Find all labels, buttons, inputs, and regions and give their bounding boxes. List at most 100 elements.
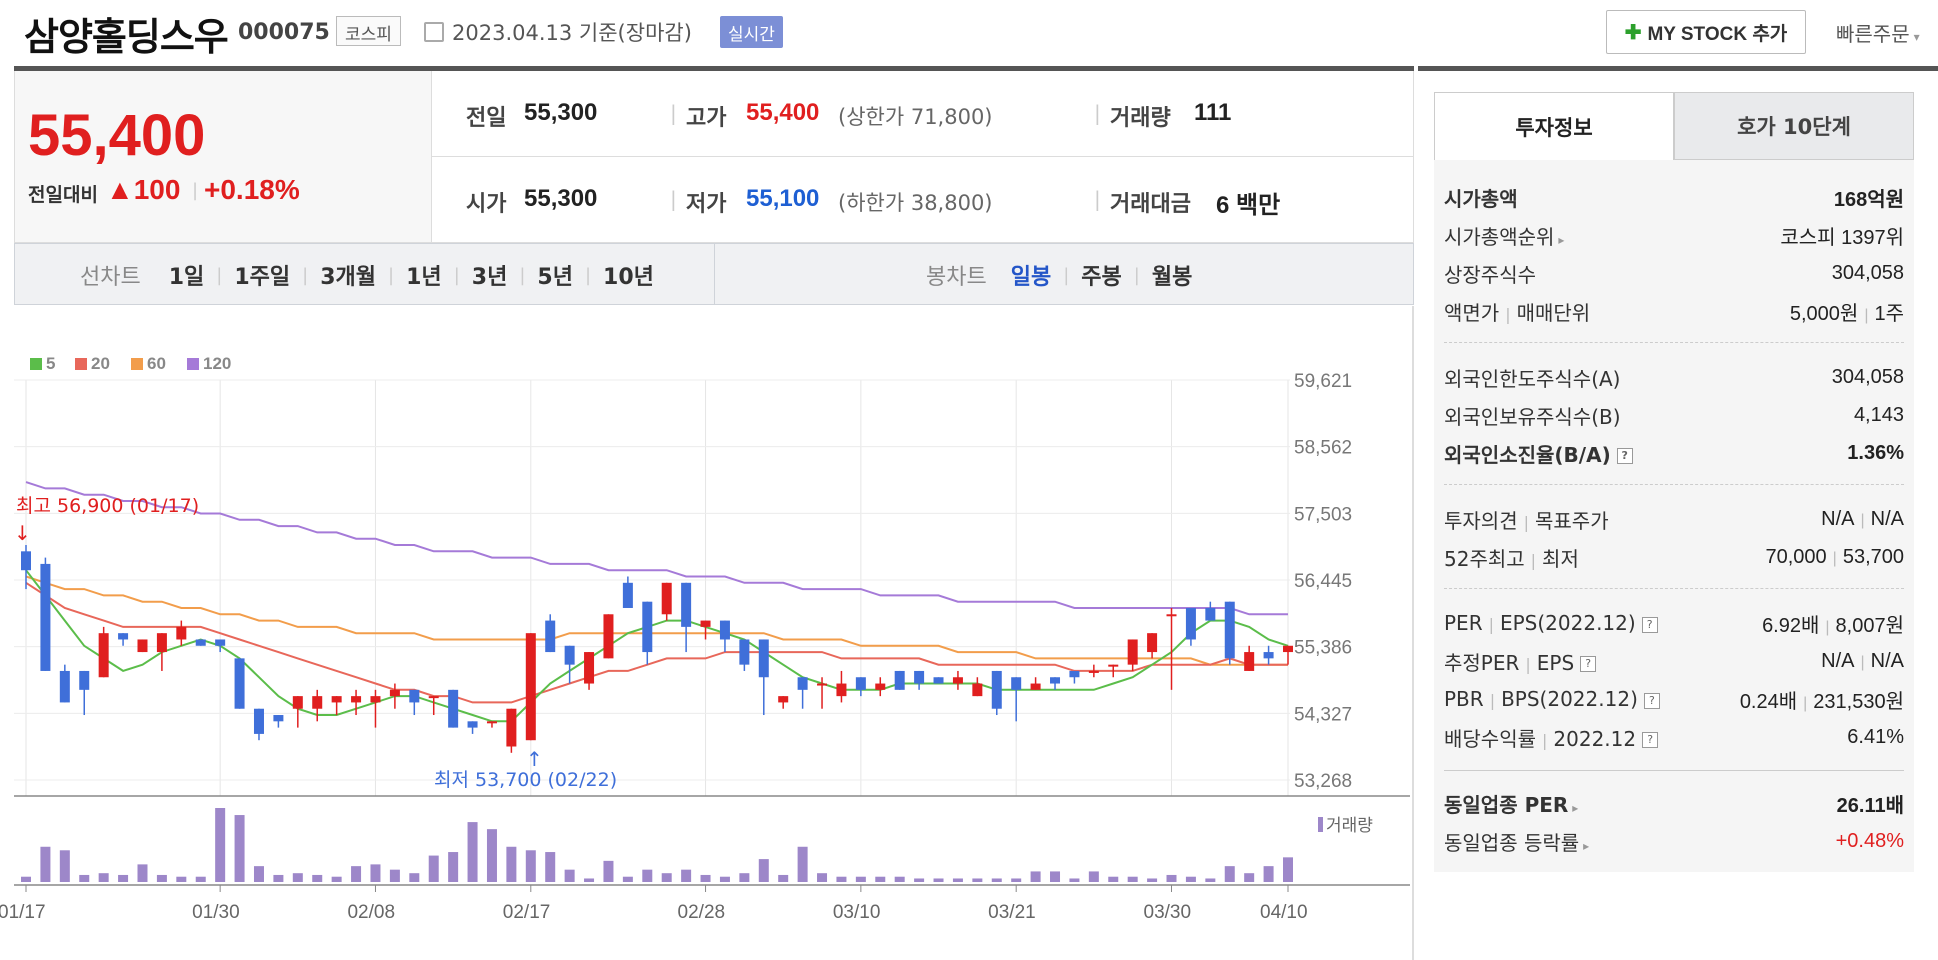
separator: |	[1860, 511, 1865, 529]
candle-body	[584, 652, 595, 684]
volume-legend-label: 거래량	[1326, 816, 1373, 836]
period-1y[interactable]: 1년	[406, 265, 442, 290]
pbr-bps-value: 0.24배 | 231,530원	[1740, 685, 1904, 714]
period-1d[interactable]: 1일	[168, 265, 205, 290]
volume-bar	[1011, 878, 1022, 882]
volume-legend-swatch	[1318, 817, 1323, 832]
volume-bar	[1088, 871, 1099, 882]
mkt-cap-value: 168억원	[1833, 188, 1904, 211]
volume-bar	[1185, 876, 1196, 882]
add-mystock-button[interactable]: ✚ MY STOCK 추가	[1606, 10, 1806, 54]
tab-orderbook[interactable]: 호가 10단계	[1674, 92, 1914, 160]
candle-body	[564, 645, 575, 665]
period-daily[interactable]: 일봉	[1010, 265, 1052, 290]
candle-body	[273, 715, 284, 722]
quick-order-dropdown[interactable]: 빠른주문 ▾	[1836, 18, 1920, 47]
up-arrow-icon: ↑	[526, 747, 543, 771]
candle-body	[894, 670, 905, 690]
period-separator: |	[584, 264, 592, 286]
change-amount: ▲100	[106, 174, 181, 205]
candle-body	[118, 633, 129, 640]
opinion-value: N/A	[1821, 507, 1855, 530]
industry-change-link[interactable]: 동일업종 등락률 ▸	[1444, 827, 1589, 856]
period-5y[interactable]: 5년	[537, 265, 573, 290]
mkt-cap-rank-label: 시가총액순위	[1444, 224, 1555, 249]
chevron-right-icon: ▸	[1572, 800, 1579, 815]
candle-body	[467, 721, 478, 728]
candle-body	[370, 696, 381, 703]
candle-body	[1185, 607, 1196, 640]
candle-body	[1069, 670, 1080, 678]
per-eps-label: PER | EPS(2022.12)?	[1444, 611, 1658, 635]
period-monthly[interactable]: 월봉	[1151, 265, 1193, 290]
industry-per-link[interactable]: 동일업종 PER ▸	[1444, 789, 1578, 818]
period-weekly[interactable]: 주봉	[1081, 265, 1122, 290]
volume-bar	[972, 878, 983, 882]
period-3m[interactable]: 3개월	[320, 265, 377, 290]
volume-bar	[1244, 873, 1255, 882]
ma60-line	[25, 575, 1288, 666]
candle-body	[234, 658, 245, 709]
candle-body	[137, 639, 148, 653]
section-divider	[1444, 484, 1904, 485]
base-date: 2023.04.13 기준(장마감)	[452, 21, 692, 45]
volume-bar	[59, 850, 70, 882]
foreign-limit-label: 외국인한도주식수(A)	[1444, 366, 1621, 391]
candle-body	[603, 614, 614, 659]
period-separator: |	[453, 264, 460, 286]
volume-bar	[253, 866, 264, 882]
foreign-hold-label: 외국인보유주식수(B)	[1444, 404, 1621, 429]
volume-bar	[1166, 874, 1177, 882]
realtime-badge[interactable]: 실시간	[720, 16, 783, 48]
industry-change-value: +0.48%	[1835, 829, 1904, 852]
est-per-value: N/A	[1821, 649, 1855, 672]
amount-label: 거래대금	[1110, 192, 1191, 217]
volume-bar	[933, 878, 944, 882]
help-icon[interactable]: ?	[1616, 448, 1633, 464]
current-price: 55,400	[28, 103, 206, 168]
low52-value: 53,700	[1842, 545, 1904, 568]
help-icon[interactable]: ?	[1643, 692, 1660, 709]
volume-bar	[758, 859, 769, 882]
candle-body	[914, 670, 925, 684]
candle-body	[40, 563, 51, 671]
candle-body	[1088, 670, 1099, 673]
y-tick-label: 53,268	[1294, 771, 1352, 792]
candle-body	[952, 677, 963, 684]
info-tabs: 투자정보 호가 10단계	[1434, 92, 1914, 160]
unit-label: 매매단위	[1516, 300, 1591, 325]
help-icon[interactable]: ?	[1642, 732, 1659, 748]
volume-bar	[855, 876, 866, 882]
mkt-cap-rank-link[interactable]: 시가총액순위 ▸	[1444, 221, 1564, 250]
prev-label: 전일	[466, 106, 507, 131]
volume-bar	[1263, 866, 1274, 882]
div-label: 배당수익률	[1444, 726, 1536, 751]
candle-body	[1263, 652, 1274, 659]
target-label: 목표주가	[1535, 508, 1609, 533]
period-3y[interactable]: 3년	[471, 265, 508, 290]
separator: |	[1860, 653, 1865, 671]
candle-body	[778, 696, 789, 703]
period-1w[interactable]: 1주일	[234, 265, 291, 290]
volume-label: 거래량	[1110, 106, 1171, 131]
prev-value: 55,300	[524, 99, 598, 126]
separator: |	[1864, 306, 1869, 324]
tab-invest-info[interactable]: 투자정보	[1434, 92, 1674, 160]
separator: |	[1832, 549, 1837, 567]
legend-label: 120	[203, 354, 231, 373]
volume-bar	[1069, 878, 1080, 882]
volume-bar	[1030, 871, 1041, 882]
section-divider	[1444, 588, 1904, 589]
target-value: N/A	[1870, 507, 1904, 530]
upper-limit: (상한가 71,800)	[838, 105, 993, 129]
volume-bar	[486, 829, 497, 882]
par-unit-value: 5,000원 | 1주	[1790, 297, 1904, 326]
help-icon[interactable]: ?	[1580, 656, 1597, 672]
volume-bar	[564, 869, 575, 882]
help-icon[interactable]: ?	[1641, 616, 1658, 633]
period-10y[interactable]: 10년	[603, 265, 654, 290]
volume-bar	[661, 873, 672, 882]
bps-label: BPS(2022.12)	[1501, 687, 1638, 711]
shares-label: 상장주식수	[1444, 262, 1536, 287]
volume-bar	[137, 864, 148, 882]
